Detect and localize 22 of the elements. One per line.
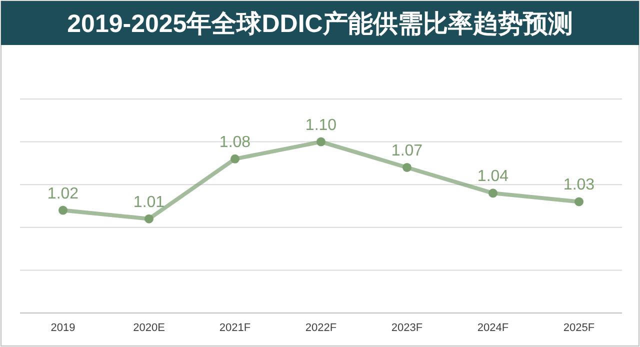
data-label: 1.02: [47, 185, 79, 202]
chart-title: 2019-2025年全球DDIC产能供需比率趋势预测: [67, 10, 573, 38]
point: [574, 197, 584, 206]
x-tick-label: 2020E: [133, 322, 165, 334]
data-label: 1.07: [391, 142, 423, 160]
x-tick-label: 2019: [50, 322, 76, 334]
data-label: 1.04: [477, 168, 509, 186]
point: [58, 206, 68, 215]
x-tick-label: 2025F: [563, 322, 595, 334]
data-label: 1.10: [305, 116, 337, 134]
data-label: 1.03: [563, 176, 595, 194]
point: [316, 137, 326, 146]
point: [402, 162, 412, 172]
point: [488, 188, 498, 198]
data-label: 1.08: [219, 134, 251, 151]
x-tick-label: 2021F: [219, 322, 251, 334]
point: [230, 154, 240, 164]
x-tick-label: 2023F: [391, 322, 423, 334]
point: [144, 214, 154, 224]
x-tick-label: 2024F: [477, 322, 509, 334]
x-tick-label: 2022F: [305, 322, 337, 334]
data-label: 1.01: [133, 194, 165, 211]
